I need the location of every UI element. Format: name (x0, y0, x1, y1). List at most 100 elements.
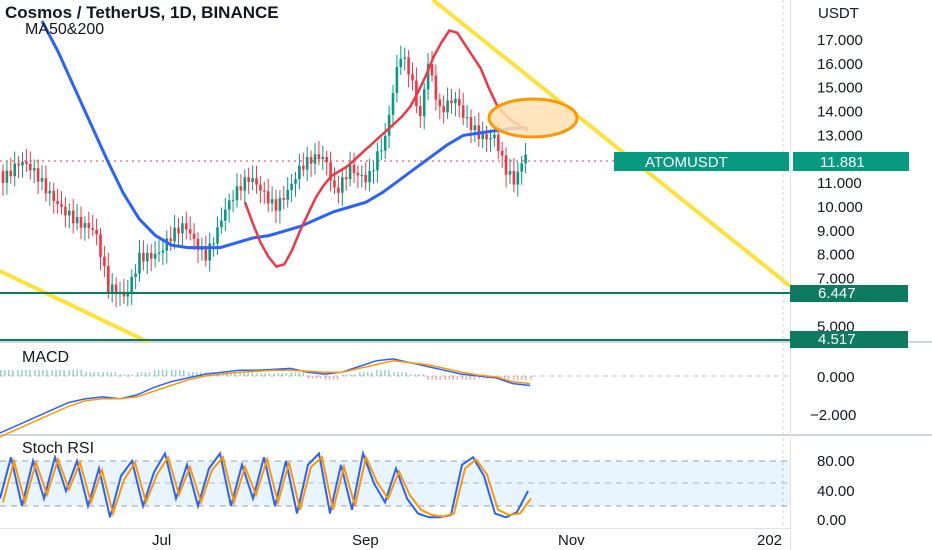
macd-hist-bar (277, 373, 280, 376)
candle-body (341, 177, 344, 193)
candle-body (165, 238, 169, 251)
candle-body (454, 98, 457, 104)
candle-body (497, 134, 500, 151)
candle-body (524, 154, 527, 164)
candle-body (200, 248, 204, 250)
macd-hist-bar (21, 369, 23, 376)
macd-hist-bar (465, 376, 468, 380)
hline-value: 6.447 (818, 285, 856, 302)
macd-hist-bar (51, 369, 53, 376)
highlight-ellipse[interactable] (487, 97, 579, 139)
candle-body (438, 99, 442, 107)
macd-hist-bar (153, 369, 156, 376)
macd-pane[interactable]: MACD 0.000 −2.000 (0, 349, 856, 438)
pane-separator[interactable] (0, 341, 932, 343)
ma50-line (243, 29, 529, 269)
price-pane[interactable]: Cosmos / TetherUS, 1D, BINANCE MA50&200 … (0, 0, 909, 528)
macd-histogram (0, 369, 532, 380)
macd-hist-bar (55, 369, 57, 376)
hline-tag[interactable] (790, 331, 908, 348)
macd-hist-bar (427, 376, 429, 380)
macd-hist-bar (349, 374, 352, 376)
candle-body (29, 163, 32, 171)
price-tick: 11.000 (817, 175, 862, 192)
time-tick: 202 (757, 532, 782, 549)
macd-hist-bar (0, 369, 2, 376)
time-axis[interactable]: Jul Sep Nov 202 (152, 532, 782, 549)
trendline-lower[interactable] (0, 269, 149, 344)
candle-body (71, 210, 75, 224)
macd-hist-bar (294, 372, 297, 376)
macd-hist-bar (367, 372, 369, 376)
macd-hist-bar (268, 373, 270, 376)
stoch-pane[interactable]: Stoch RSI 80.00 40.00 0.00 (0, 440, 855, 529)
macd-hist-bar (324, 376, 327, 380)
macd-hist-bar (68, 369, 70, 376)
macd-hist-bar (148, 372, 151, 376)
candle-body (422, 89, 426, 117)
candle-body (91, 228, 94, 230)
symbol-tag[interactable] (614, 152, 789, 171)
macd-hist-bar (315, 376, 318, 379)
macd-hist-bar (34, 369, 36, 376)
candle-body (278, 198, 282, 211)
candle-body (25, 161, 28, 164)
candle-body (465, 117, 469, 119)
macd-hist-bar (29, 369, 31, 376)
hline-tag[interactable] (790, 285, 908, 302)
candle-body (419, 106, 422, 117)
currency-label: USDT (818, 5, 859, 22)
time-tick: Jul (152, 532, 171, 549)
candle-body (329, 162, 332, 181)
candle-body (481, 134, 484, 139)
candle-body (516, 171, 520, 185)
macd-hist-bar (363, 372, 365, 376)
last-price-tag[interactable] (793, 152, 909, 171)
macd-hist-bar (239, 372, 241, 376)
macd-hist-bar (473, 376, 476, 380)
trendline-descending[interactable] (431, 0, 792, 288)
macd-hist-bar (80, 369, 82, 376)
candle-body (348, 164, 352, 180)
candlesticks (1, 45, 527, 308)
candle-body (17, 163, 20, 166)
candle-body (469, 117, 473, 131)
macd-hist-bar (439, 376, 441, 380)
macd-tick: 0.000 (817, 369, 855, 386)
price-axis[interactable]: 17.000 16.000 15.000 14.000 13.000 11.000 10.0… (817, 32, 863, 335)
last-price-value: 11.881 (820, 154, 865, 171)
macd-hist-bar (4, 369, 6, 376)
macd-hist-bar (353, 374, 356, 376)
candle-body (395, 67, 399, 94)
candle-body (153, 253, 157, 259)
candle-body (64, 206, 67, 216)
macd-hist-bar (393, 372, 395, 376)
candle-body (337, 187, 340, 193)
macd-hist-bar (157, 369, 160, 376)
candle-body (169, 238, 172, 242)
macd-hist-bar (192, 372, 194, 376)
candle-body (387, 114, 391, 136)
candle-body (446, 100, 449, 113)
macd-hist-bar (345, 374, 348, 376)
macd-hist-bar (38, 369, 40, 376)
macd-hist-bar (319, 376, 322, 379)
macd-hist-bar (63, 369, 65, 376)
candle-body (87, 223, 91, 229)
candle-body (313, 154, 317, 164)
candle-body (68, 210, 71, 216)
candle-body (212, 243, 215, 245)
candle-body (1, 171, 5, 183)
macd-hist-bar (251, 372, 253, 376)
candle-body (122, 291, 126, 297)
macd-hist-bar (178, 369, 181, 376)
macd-hist-bar (264, 373, 266, 376)
candle-body (99, 234, 102, 257)
macd-hist-bar (230, 372, 232, 376)
candle-body (356, 173, 360, 176)
candle-body (60, 204, 63, 207)
candle-body (224, 209, 227, 221)
candle-body (294, 179, 297, 184)
pane-separator[interactable] (0, 434, 932, 436)
